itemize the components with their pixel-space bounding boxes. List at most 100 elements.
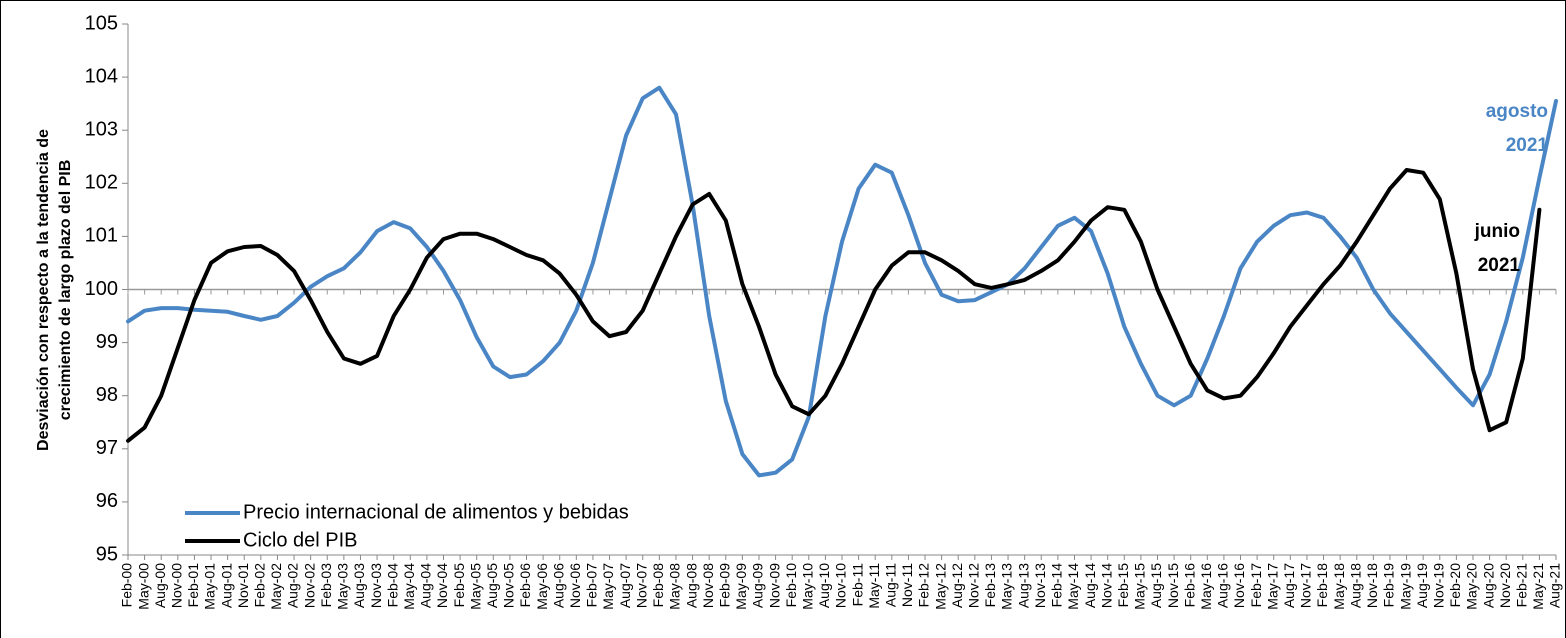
x-tick-label: May-01 (202, 563, 218, 610)
x-tick-label: May-12 (932, 563, 948, 610)
x-tick-label: May-11 (866, 563, 882, 609)
x-tick-label: Nov-08 (700, 563, 716, 608)
x-tick-label: Feb-06 (517, 563, 533, 608)
x-tick-label: Feb-00 (119, 563, 135, 608)
x-tick-label: Feb-20 (1447, 563, 1463, 608)
x-tick-label: May-15 (1132, 563, 1148, 610)
annotation: agosto (1486, 101, 1548, 122)
x-tick-label: Nov-13 (1032, 563, 1048, 608)
annotation: 2021 (1506, 135, 1549, 156)
x-tick-label: May-13 (999, 563, 1015, 610)
x-tick-label: Feb-04 (384, 563, 400, 608)
y-tick-label: 104 (85, 65, 118, 87)
x-tick-label: May-20 (1464, 563, 1480, 610)
x-tick-label: May-04 (401, 563, 417, 610)
y-tick-label: 97 (96, 437, 118, 459)
x-tick-label: Nov-14 (1098, 563, 1114, 608)
x-tick-label: Feb-17 (1248, 563, 1264, 608)
x-tick-label: Nov-16 (1231, 563, 1247, 608)
x-tick-label: Feb-13 (982, 563, 998, 608)
legend-label: Ciclo del PIB (243, 529, 358, 551)
x-tick-label: Aug-12 (949, 563, 965, 608)
x-tick-label: Feb-12 (916, 563, 932, 608)
x-tick-label: Aug-08 (683, 563, 699, 608)
x-tick-label: May-16 (1198, 563, 1214, 610)
x-tick-label: Aug-07 (617, 563, 633, 608)
x-tick-label: Nov-07 (633, 563, 649, 608)
x-tick-label: Nov-11 (899, 563, 915, 607)
y-tick-label: 96 (96, 490, 118, 512)
annotation: 2021 (1478, 255, 1521, 276)
x-tick-label: Nov-01 (235, 563, 251, 608)
x-tick-label: Feb-14 (1049, 563, 1065, 608)
x-tick-label: Nov-06 (567, 563, 583, 608)
x-tick-label: Nov-04 (434, 563, 450, 608)
x-tick-label: Nov-09 (766, 563, 782, 608)
x-tick-label: Feb-16 (1181, 563, 1197, 608)
x-tick-label: Aug-03 (351, 563, 367, 608)
x-tick-label: Feb-01 (185, 563, 201, 608)
x-tick-label: Aug-02 (285, 563, 301, 608)
x-tick-label: May-08 (667, 563, 683, 610)
x-tick-label: Aug-05 (484, 563, 500, 608)
x-tick-label: Aug-01 (218, 563, 234, 608)
x-tick-label: May-10 (799, 563, 815, 610)
x-tick-label: Aug-15 (1148, 563, 1164, 608)
x-tick-label: Feb-19 (1381, 563, 1397, 608)
x-tick-label: Nov-05 (501, 563, 517, 608)
x-tick-label: May-07 (600, 563, 616, 610)
x-tick-label: Aug-20 (1480, 563, 1496, 608)
x-tick-label: Aug-09 (750, 563, 766, 608)
x-tick-label: Feb-21 (1513, 563, 1529, 608)
y-axis-label: crecimiento de largo plazo del PIB (57, 160, 74, 421)
x-tick-label: Aug-10 (816, 563, 832, 608)
x-tick-label: May-21 (1530, 563, 1546, 610)
x-tick-label: Aug-14 (1082, 563, 1098, 608)
x-tick-label: Aug-11 (883, 563, 899, 607)
y-tick-label: 99 (96, 331, 118, 353)
y-tick-label: 101 (85, 225, 118, 247)
x-tick-label: Nov-10 (833, 563, 849, 608)
x-tick-label: May-17 (1264, 563, 1280, 610)
x-tick-label: Aug-06 (550, 563, 566, 608)
x-tick-label: Nov-20 (1497, 563, 1513, 608)
x-tick-label: Aug-00 (152, 563, 168, 608)
x-tick-label: Feb-05 (451, 563, 467, 608)
x-tick-label: May-03 (335, 563, 351, 610)
x-tick-label: May-00 (135, 563, 151, 610)
x-tick-label: May-05 (467, 563, 483, 610)
x-tick-label: Feb-07 (584, 563, 600, 608)
legend-label: Precio internacional de alimentos y bebi… (243, 501, 629, 523)
x-tick-label: Nov-18 (1364, 563, 1380, 608)
x-tick-label: Nov-19 (1430, 563, 1446, 608)
y-tick-label: 98 (96, 384, 118, 406)
y-axis-label: Desviación con respecto a la tendencia d… (35, 129, 52, 451)
x-tick-label: Feb-10 (783, 563, 799, 608)
x-tick-label: May-19 (1397, 563, 1413, 610)
x-tick-label: Feb-03 (318, 563, 334, 608)
annotation: junio (1474, 221, 1520, 242)
x-tick-label: Feb-18 (1314, 563, 1330, 608)
x-tick-label: Aug-16 (1215, 563, 1231, 608)
y-tick-label: 103 (85, 118, 118, 140)
x-tick-label: Feb-08 (650, 563, 666, 608)
x-tick-label: May-09 (733, 563, 749, 610)
x-tick-label: Feb-15 (1115, 563, 1131, 608)
y-tick-label: 95 (96, 543, 118, 565)
x-tick-label: Nov-17 (1298, 563, 1314, 608)
x-tick-label: Aug-19 (1414, 563, 1430, 608)
series-line (126, 168, 1542, 443)
x-tick-label: Nov-15 (1165, 563, 1181, 608)
x-tick-label: May-02 (268, 563, 284, 610)
x-tick-label: Feb-11 (849, 563, 865, 607)
series-line (126, 85, 1558, 478)
x-tick-label: Nov-03 (368, 563, 384, 608)
x-tick-label: Nov-02 (301, 563, 317, 608)
x-tick-label: Aug-21 (1547, 563, 1563, 608)
x-tick-label: Aug-13 (1015, 563, 1031, 608)
y-tick-label: 105 (85, 12, 118, 34)
x-tick-label: May-14 (1065, 563, 1081, 610)
y-tick-label: 100 (85, 278, 118, 300)
x-tick-label: Aug-17 (1281, 563, 1297, 608)
x-tick-label: Feb-09 (716, 563, 732, 608)
